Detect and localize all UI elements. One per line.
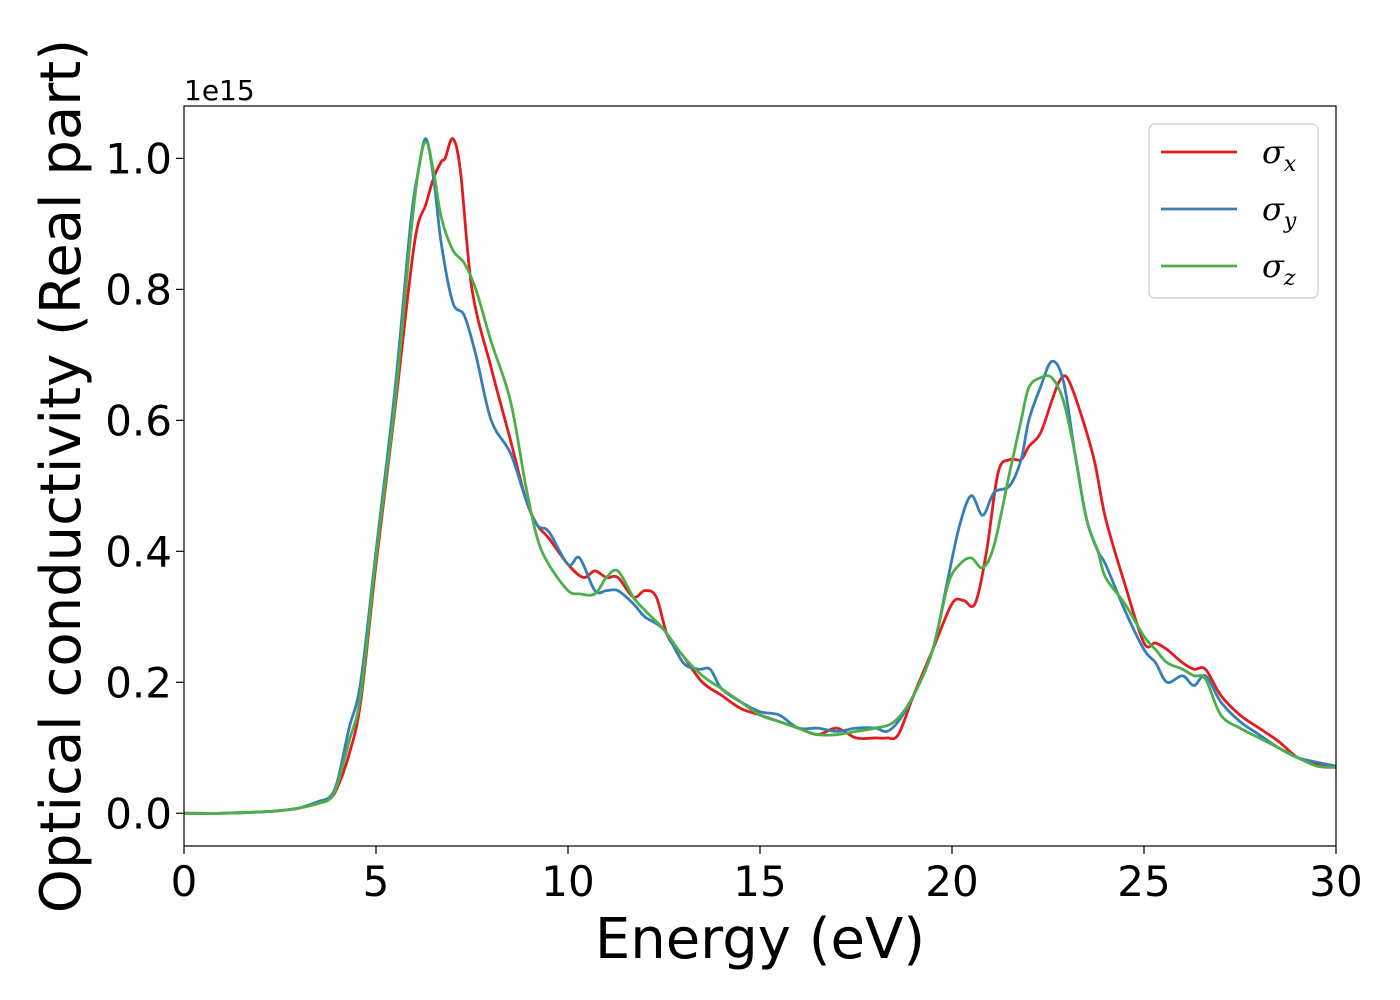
- legend-label-z: σz: [1262, 247, 1296, 291]
- y-tick-label: 0.8: [105, 265, 172, 314]
- x-tick-label: 25: [1117, 857, 1170, 906]
- legend: σx σy σz: [1148, 123, 1319, 299]
- legend-label-y: σy: [1262, 190, 1297, 234]
- y-offset-label: 1e15: [184, 74, 255, 107]
- x-axis-ticks: 0 5 10 15 20 25 30: [171, 846, 1363, 906]
- y-tick-label: 0.0: [105, 789, 172, 838]
- x-tick-label: 20: [925, 857, 978, 906]
- legend-label-x: σx: [1262, 133, 1297, 177]
- y-tick-label: 1.0: [105, 134, 172, 183]
- y-tick-label: 0.4: [105, 527, 172, 576]
- series-layer: [184, 137, 1336, 815]
- y-axis-ticks: 0.0 0.2 0.4 0.6 0.8 1.0: [105, 134, 184, 838]
- y-tick-label: 0.6: [105, 396, 172, 445]
- x-axis-label: Energy (eV): [595, 907, 925, 972]
- legend-frame: [1148, 123, 1319, 299]
- x-tick-label: 0: [171, 857, 198, 906]
- x-tick-label: 10: [541, 857, 594, 906]
- series-line-x: [184, 137, 1336, 815]
- y-axis-label: Optical conductivity (Real part): [29, 39, 94, 913]
- x-tick-label: 30: [1309, 857, 1362, 906]
- y-tick-label: 0.2: [105, 658, 172, 707]
- x-tick-label: 15: [733, 857, 786, 906]
- x-tick-label: 5: [363, 857, 390, 906]
- series-line-z: [184, 140, 1336, 815]
